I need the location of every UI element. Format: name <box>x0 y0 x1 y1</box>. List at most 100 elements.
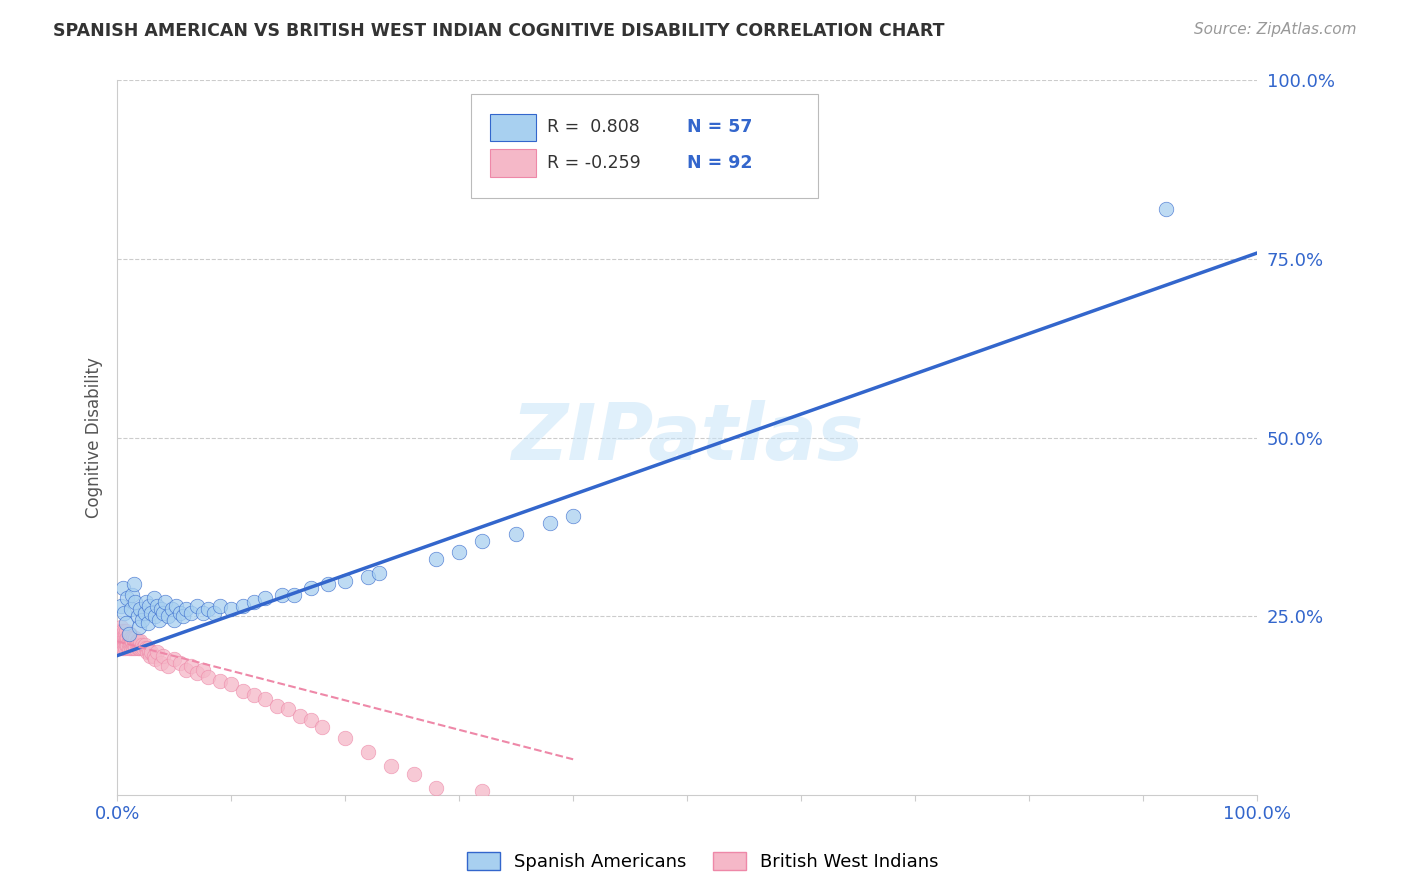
Point <box>562 509 585 524</box>
Point <box>124 631 146 645</box>
Point <box>271 588 294 602</box>
Point <box>121 634 143 648</box>
Point <box>180 606 202 620</box>
Text: N = 92: N = 92 <box>688 154 752 172</box>
Point <box>111 627 134 641</box>
Point <box>152 606 174 620</box>
Point <box>111 631 134 645</box>
Point <box>110 631 132 645</box>
Point <box>120 641 142 656</box>
Point <box>149 656 172 670</box>
Point <box>127 609 149 624</box>
Point <box>134 606 156 620</box>
Point <box>107 634 129 648</box>
Point <box>129 602 152 616</box>
Point <box>163 652 186 666</box>
Point <box>129 634 152 648</box>
Point <box>138 599 160 613</box>
Point <box>128 620 150 634</box>
Point <box>208 673 231 688</box>
Y-axis label: Cognitive Disability: Cognitive Disability <box>86 357 103 518</box>
Point <box>117 634 139 648</box>
Point <box>471 534 494 549</box>
Bar <box>489 113 536 141</box>
Point <box>219 602 242 616</box>
Point <box>311 720 333 734</box>
Point <box>174 663 197 677</box>
Point <box>110 599 132 613</box>
Point <box>110 620 132 634</box>
Point <box>166 599 188 613</box>
Point <box>191 606 214 620</box>
FancyBboxPatch shape <box>471 95 818 198</box>
Point <box>143 609 166 624</box>
Point <box>357 570 380 584</box>
Point <box>129 641 152 656</box>
Point <box>505 527 527 541</box>
Point <box>124 577 146 591</box>
Point <box>111 627 134 641</box>
Point <box>138 645 160 659</box>
Point <box>134 638 156 652</box>
Point <box>108 627 131 641</box>
Point <box>299 713 322 727</box>
Point <box>197 670 219 684</box>
Point <box>120 602 142 616</box>
Point <box>111 624 134 638</box>
Point <box>202 606 225 620</box>
Point <box>125 634 148 648</box>
Point <box>254 691 277 706</box>
Point <box>115 624 138 638</box>
Point <box>115 631 138 645</box>
Point <box>117 634 139 648</box>
Point <box>136 641 159 656</box>
Point <box>197 602 219 616</box>
Point <box>148 613 170 627</box>
Point <box>112 631 135 645</box>
Point <box>112 638 135 652</box>
Point <box>127 634 149 648</box>
Point <box>120 634 142 648</box>
Point <box>125 638 148 652</box>
Point <box>160 602 183 616</box>
Point <box>169 606 191 620</box>
Point <box>128 638 150 652</box>
Point <box>333 731 356 745</box>
Point <box>142 648 165 663</box>
Point <box>124 641 146 656</box>
Point <box>299 581 322 595</box>
Point <box>141 606 163 620</box>
Point <box>425 780 447 795</box>
Point <box>117 627 139 641</box>
Point <box>114 641 136 656</box>
Point <box>112 624 135 638</box>
Point <box>146 599 169 613</box>
Point <box>112 606 135 620</box>
Point <box>153 595 176 609</box>
Point <box>152 648 174 663</box>
Point <box>115 616 138 631</box>
Point <box>111 638 134 652</box>
Point <box>149 602 172 616</box>
Point <box>277 702 299 716</box>
Point <box>108 624 131 638</box>
Point <box>128 641 150 656</box>
Point <box>121 638 143 652</box>
Text: ZIPatlas: ZIPatlas <box>510 400 863 475</box>
Point <box>191 663 214 677</box>
Text: R =  0.808: R = 0.808 <box>547 118 640 136</box>
Point <box>254 591 277 606</box>
Point <box>108 638 131 652</box>
Point <box>114 627 136 641</box>
Point <box>243 688 266 702</box>
Point <box>107 631 129 645</box>
Point <box>232 684 254 698</box>
Point <box>111 634 134 648</box>
Point <box>471 784 494 798</box>
Text: Source: ZipAtlas.com: Source: ZipAtlas.com <box>1194 22 1357 37</box>
Point <box>136 616 159 631</box>
Point <box>110 634 132 648</box>
Text: SPANISH AMERICAN VS BRITISH WEST INDIAN COGNITIVE DISABILITY CORRELATION CHART: SPANISH AMERICAN VS BRITISH WEST INDIAN … <box>53 22 945 40</box>
Point <box>131 638 153 652</box>
Point <box>127 641 149 656</box>
